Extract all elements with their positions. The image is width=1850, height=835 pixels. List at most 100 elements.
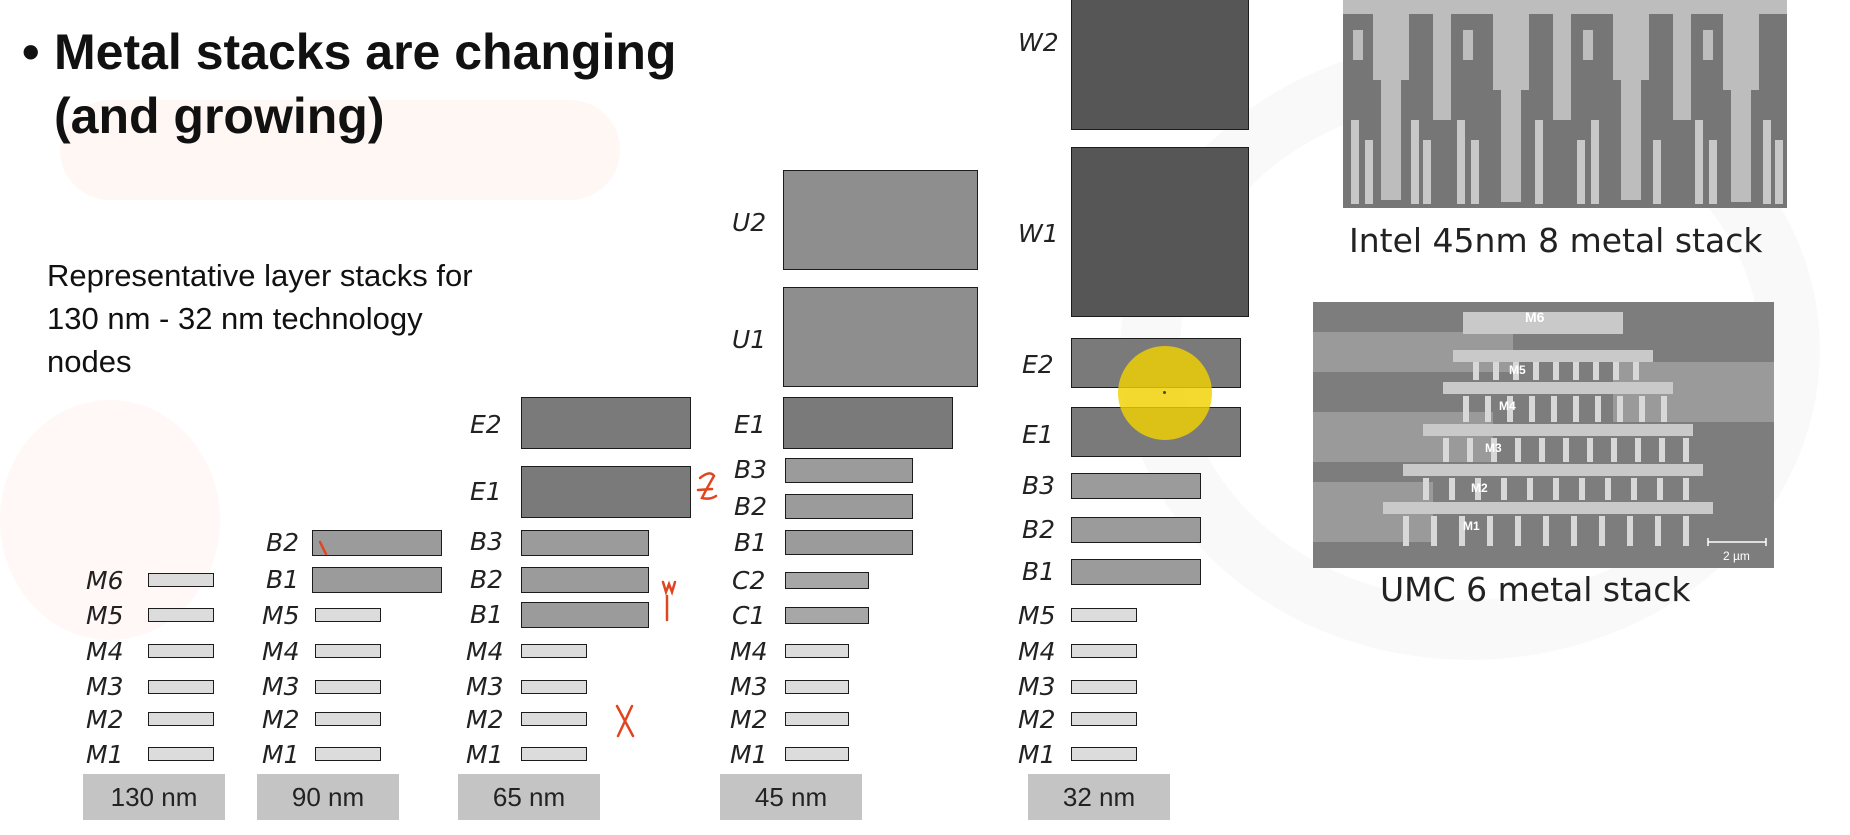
- layer-bar: [315, 712, 381, 726]
- layer-label: M2: [262, 705, 300, 734]
- layer-bar: [1071, 0, 1249, 130]
- layer-label: M2: [1018, 705, 1056, 734]
- annotation-w: [661, 580, 677, 596]
- layer-bar: [521, 530, 649, 556]
- layer-bar: [521, 466, 691, 518]
- subtitle-line: nodes: [47, 344, 132, 379]
- layer-label: E1: [734, 410, 766, 439]
- umc-label: M1: [1463, 519, 1480, 533]
- layer-label: M2: [466, 705, 504, 734]
- umc-sem-image: M6 M5 M4 M3 M2 M1 2 µm: [1313, 302, 1774, 568]
- node-label-45nm: 45 nm: [720, 774, 862, 820]
- layer-label: E2: [1022, 350, 1054, 379]
- layer-label: M1: [1018, 740, 1056, 769]
- umc-sem-graphic: M6 M5 M4 M3 M2 M1 2 µm: [1313, 302, 1774, 568]
- layer-bar: [785, 747, 849, 761]
- layer-bar: [785, 572, 869, 589]
- layer-label: B2: [1022, 515, 1056, 544]
- layer-label: M1: [86, 740, 124, 769]
- layer-bar: [1071, 559, 1201, 585]
- layer-label: M3: [1018, 672, 1056, 701]
- layer-bar: [785, 494, 913, 519]
- layer-label: B3: [470, 527, 504, 556]
- layer-label: B2: [734, 492, 768, 521]
- layer-label: B3: [734, 455, 768, 484]
- layer-label: M3: [466, 672, 504, 701]
- layer-bar: [521, 602, 649, 628]
- annotation-t: [698, 472, 718, 500]
- subtitle-line: Representative layer stacks for: [47, 258, 473, 293]
- layer-bar: [315, 608, 381, 622]
- layer-label: W1: [1018, 219, 1059, 248]
- subtitle-text: Representative layer stacks for 130 nm -…: [47, 254, 607, 383]
- layer-bar: [148, 680, 214, 694]
- layer-bar: [1071, 712, 1137, 726]
- node-label-32nm: 32 nm: [1028, 774, 1170, 820]
- layer-bar: [1071, 747, 1137, 761]
- layer-label: M5: [262, 601, 300, 630]
- layer-bar: [785, 644, 849, 658]
- node-label-65nm: 65 nm: [458, 774, 600, 820]
- layer-bar: [315, 680, 381, 694]
- layer-bar: [312, 530, 442, 556]
- layer-label: M3: [730, 672, 768, 701]
- intel-caption: Intel 45nm 8 metal stack: [1349, 221, 1763, 260]
- layer-bar: [315, 644, 381, 658]
- layer-bar: [783, 397, 953, 449]
- umc-label: M5: [1509, 363, 1526, 377]
- layer-bar: [148, 644, 214, 658]
- umc-label: M3: [1485, 441, 1502, 455]
- layer-label: M2: [86, 705, 124, 734]
- layer-label: M4: [730, 637, 768, 666]
- layer-label: M1: [262, 740, 300, 769]
- umc-caption: UMC 6 metal stack: [1380, 570, 1691, 609]
- layer-label: M1: [730, 740, 768, 769]
- layer-label: M4: [466, 637, 504, 666]
- layer-label: M5: [86, 601, 124, 630]
- annotation-x: [615, 704, 635, 738]
- layer-label: B1: [470, 600, 504, 629]
- layer-bar: [785, 458, 913, 483]
- layer-bar: [148, 747, 214, 761]
- umc-scale-bar: [1707, 538, 1767, 546]
- layer-bar: [1071, 608, 1137, 622]
- cursor-dot: [1163, 391, 1166, 394]
- layer-bar: [1071, 517, 1201, 543]
- layer-bar: [521, 680, 587, 694]
- layer-label: M1: [466, 740, 504, 769]
- cursor-highlight: [1118, 346, 1212, 440]
- layer-label: C1: [732, 601, 766, 630]
- layer-label: M3: [86, 672, 124, 701]
- annotation-tick: [318, 540, 328, 556]
- layer-label: M2: [730, 705, 768, 734]
- layer-bar: [785, 607, 869, 624]
- title-line: (and growing): [54, 88, 385, 144]
- layer-bar: [148, 712, 214, 726]
- layer-label: B1: [1022, 557, 1056, 586]
- annotation-t-stroke: [696, 487, 714, 492]
- layer-bar: [1071, 147, 1249, 317]
- layer-bar: [783, 287, 978, 387]
- layer-label: W2: [1018, 28, 1059, 57]
- layer-label: M4: [86, 637, 124, 666]
- layer-bar: [785, 680, 849, 694]
- umc-label: M2: [1471, 481, 1488, 495]
- layer-bar: [315, 747, 381, 761]
- title-line: Metal stacks are changing: [54, 24, 677, 80]
- umc-label: M4: [1499, 399, 1516, 413]
- layer-label: B1: [266, 565, 300, 594]
- layer-label: C2: [732, 566, 766, 595]
- layer-bar: [521, 397, 691, 449]
- node-label-130nm: 130 nm: [83, 774, 225, 820]
- layer-label: B2: [470, 565, 504, 594]
- layer-label: M3: [262, 672, 300, 701]
- layer-label: E1: [1022, 420, 1054, 449]
- layer-label: B1: [734, 528, 768, 557]
- layer-bar: [521, 712, 587, 726]
- layer-label: U2: [732, 208, 767, 237]
- umc-scale-label: 2 µm: [1723, 549, 1750, 563]
- layer-label: U1: [732, 325, 767, 354]
- layer-bar: [1071, 473, 1201, 499]
- layer-bar: [521, 747, 587, 761]
